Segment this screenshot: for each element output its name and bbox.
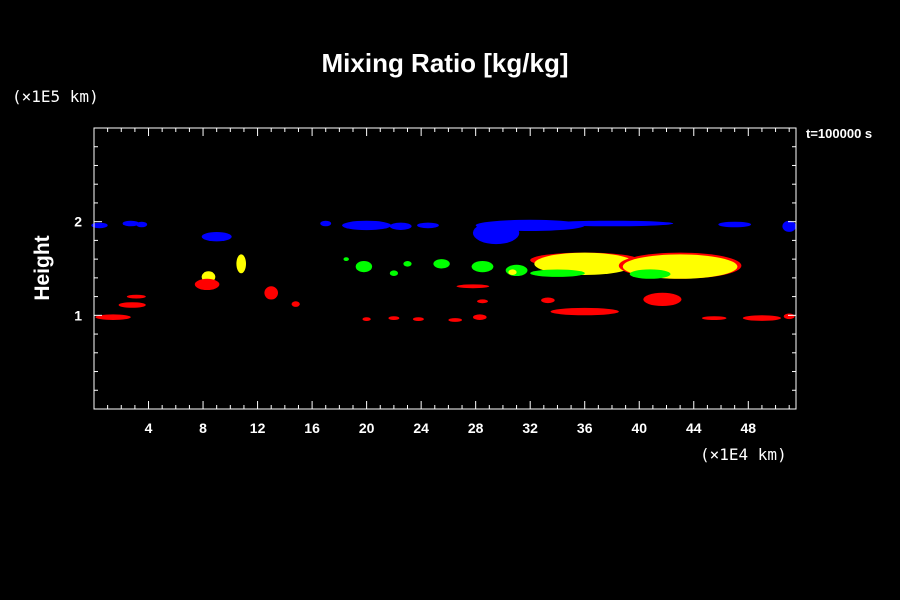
contour-region-green [433,259,450,269]
time-label: t=100000 s [806,126,872,141]
contour-region-red [448,318,463,322]
x-tick-label: 36 [577,420,593,436]
plot-frame [93,127,797,410]
contour-region-red [477,299,488,304]
contour-region-red [541,297,555,304]
contour-region-red [388,316,400,320]
contour-region-red [291,301,300,307]
x-tick-label: 12 [250,420,266,436]
contour-region-red [126,294,146,299]
contour-region-blue [201,232,232,242]
contour-region-green [355,261,373,273]
contour-region-blue [472,221,520,245]
contour-region-blue [389,222,412,230]
contour-region-red [742,315,782,321]
contour-region-red [473,314,487,321]
y-unit-label: (×1E5 km) [12,87,99,106]
contour-region-blue [417,222,439,229]
contour-region-blue [91,222,108,229]
contour-region-red [550,307,619,316]
y-tick-label: 1 [74,307,82,323]
x-tick-label: 44 [686,420,702,436]
y-axis-label: Height [31,235,54,300]
contour-region-red [783,313,795,320]
contour-region-blue [550,220,674,227]
x-tick-label: 40 [631,420,647,436]
chart-title: Mixing Ratio [kg/kg] [322,48,569,78]
contour-region-blue [320,220,332,227]
x-tick-label: 32 [522,420,538,436]
contour-region-red [264,286,279,300]
contour-region-green [471,261,494,273]
x-tick-label: 16 [304,420,320,436]
contour-region-red [456,284,490,289]
contour-region-red [412,317,424,321]
contour-region-green [505,264,528,276]
contour-region-green [389,270,398,277]
contour-region-red [701,316,727,320]
contour-region-green [403,261,412,267]
contour-region-blue [136,221,148,228]
contour-region-blue [782,220,796,232]
x-tick-label: 4 [145,420,153,436]
x-tick-label: 20 [359,420,375,436]
y-tick-label: 2 [74,214,82,230]
contour-region-red [118,302,146,308]
contour-region-blue [122,220,139,227]
contour-region-blue [342,220,392,231]
contour-region-red [95,314,131,321]
contour-region-yellow [236,254,246,274]
contour-region-red [362,317,371,321]
x-unit-label: (×1E4 km) [700,445,787,464]
x-tick-label: 28 [468,420,484,436]
contour-region-green [629,269,671,279]
contour-regions [91,219,796,322]
contour-region-blue [718,221,752,228]
contour-region-yellow [534,252,636,275]
x-tick-label: 48 [741,420,757,436]
contour-region-green [343,257,349,261]
contour-region-red [194,278,220,290]
contour-region-green [530,269,585,277]
x-tick-label: 24 [413,420,429,436]
contour-region-yellow [508,269,517,276]
x-tick-label: 8 [199,420,207,436]
contour-region-red [643,292,682,306]
